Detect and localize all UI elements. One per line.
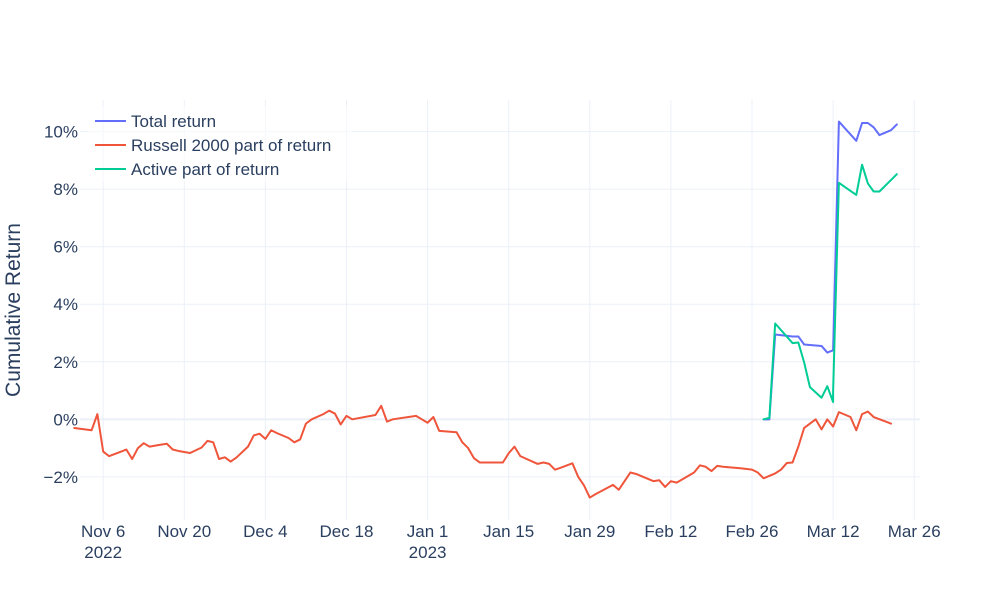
legend-label: Russell 2000 part of return [131, 136, 331, 155]
x-tick-label: Jan 29 [564, 522, 615, 541]
y-tick-label: 10% [44, 123, 78, 142]
x-tick-label: Feb 12 [644, 522, 697, 541]
x-tick-label: Mar 12 [807, 522, 860, 541]
legend-label: Total return [131, 112, 216, 131]
x-tick-label: Jan 15 [483, 522, 534, 541]
y-tick-label: −2% [44, 468, 79, 487]
legend-background [88, 106, 353, 182]
legend[interactable]: Total return Russell 2000 part of return A… [88, 106, 353, 182]
x-tick-year-label: 2022 [84, 543, 122, 562]
y-tick-label: 2% [53, 353, 78, 372]
x-tick-label: Nov 6 [81, 522, 125, 541]
series-line-total-return[interactable] [762, 120, 898, 421]
y-tick-label: 6% [53, 238, 78, 257]
x-tick-label: Dec 18 [320, 522, 374, 541]
x-tick-label: Feb 26 [726, 522, 779, 541]
y-tick-label: 0% [53, 410, 78, 429]
legend-item-active-part-of-return[interactable]: Active part of return [95, 160, 279, 179]
x-tick-label: Jan 1 [407, 522, 449, 541]
legend-item-total-return[interactable]: Total return [95, 112, 216, 131]
y-axis-tick-labels: −2% 0% 2% 4% 6% 8% 10% [44, 123, 79, 487]
legend-item-russell-2000-part-of-return[interactable]: Russell 2000 part of return [95, 136, 331, 155]
y-tick-label: 4% [53, 295, 78, 314]
y-axis-title: Cumulative Return [2, 223, 25, 397]
x-tick-label: Mar 26 [888, 522, 941, 541]
series-line-russell-2000-part-of-return[interactable] [73, 404, 893, 499]
x-tick-label: Nov 20 [157, 522, 211, 541]
legend-label: Active part of return [131, 160, 279, 179]
x-axis-tick-labels: Nov 6 2022 Nov 20 Dec 4 Dec 18 Jan 1 2023 Jan 1… [81, 522, 941, 562]
series-line-active-part-of-return[interactable] [762, 163, 898, 421]
x-tick-year-label: 2023 [409, 543, 447, 562]
y-tick-label: 8% [53, 180, 78, 199]
x-tick-label: Dec 4 [243, 522, 287, 541]
plot-area[interactable] [73, 120, 898, 499]
